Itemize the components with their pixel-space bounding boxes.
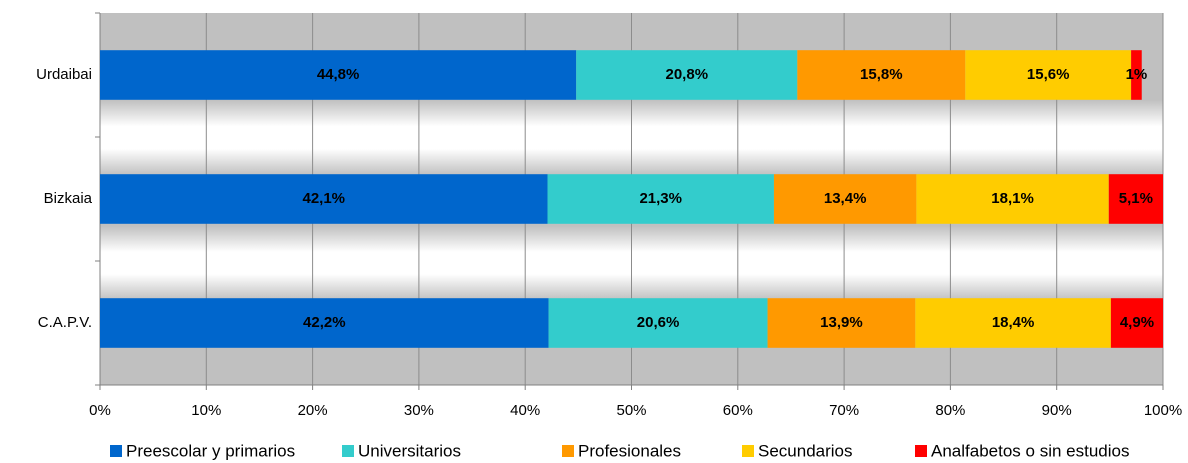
bar-segment xyxy=(576,50,798,100)
legend-swatch xyxy=(110,445,122,457)
x-tick-label: 80% xyxy=(935,402,965,419)
x-tick-label: 40% xyxy=(510,402,540,419)
value-label: 18,1% xyxy=(991,190,1034,207)
value-label: 15,8% xyxy=(860,66,903,83)
bar-segment xyxy=(1108,174,1163,224)
bar-segment xyxy=(916,174,1109,224)
legend-swatch xyxy=(915,445,927,457)
y-tick-label: Urdaibai xyxy=(36,66,92,83)
value-label: 13,9% xyxy=(820,314,863,331)
bar-segment xyxy=(773,174,917,224)
legend-swatch xyxy=(742,445,754,457)
bar-segment xyxy=(100,50,577,100)
x-tick-label: 10% xyxy=(191,402,221,419)
bar-segment xyxy=(965,50,1132,100)
value-label: 42,2% xyxy=(303,314,346,331)
x-tick-label: 50% xyxy=(616,402,646,419)
x-tick-label: 30% xyxy=(404,402,434,419)
value-label: 4,9% xyxy=(1120,314,1154,331)
legend-label: Profesionales xyxy=(578,441,681,460)
bar-segment xyxy=(797,50,966,100)
legend-label: Preescolar y primarios xyxy=(126,441,295,460)
bar-segment xyxy=(1131,50,1142,100)
y-tick-label: C.A.P.V. xyxy=(38,314,92,331)
legend-swatch xyxy=(562,445,574,457)
legend-label: Secundarios xyxy=(758,441,853,460)
value-label: 18,4% xyxy=(992,314,1035,331)
x-tick-label: 100% xyxy=(1144,402,1182,419)
x-tick-label: 0% xyxy=(89,402,111,419)
value-label: 21,3% xyxy=(639,190,682,207)
value-label: 20,8% xyxy=(666,66,709,83)
value-label: 20,6% xyxy=(637,314,680,331)
value-label: 42,1% xyxy=(302,190,345,207)
legend-swatch xyxy=(342,445,354,457)
x-tick-label: 90% xyxy=(1042,402,1072,419)
value-label: 44,8% xyxy=(317,66,360,83)
value-label: 13,4% xyxy=(824,190,867,207)
x-tick-label: 70% xyxy=(829,402,859,419)
bar-segment xyxy=(767,298,916,348)
legend-label: Universitarios xyxy=(358,441,461,460)
legend-label: Analfabetos o sin estudios xyxy=(931,441,1129,460)
y-tick-label: Bizkaia xyxy=(44,190,93,207)
bar-segment xyxy=(548,298,768,348)
x-tick-label: 20% xyxy=(298,402,328,419)
value-label: 15,6% xyxy=(1027,66,1070,83)
bar-segment xyxy=(100,298,549,348)
value-label: 5,1% xyxy=(1119,190,1153,207)
bar-segment xyxy=(100,174,548,224)
bar-segment xyxy=(547,174,774,224)
value-label: 1% xyxy=(1126,66,1148,83)
x-tick-label: 60% xyxy=(723,402,753,419)
bar-segment xyxy=(915,298,1111,348)
bar-segment xyxy=(1110,298,1163,348)
